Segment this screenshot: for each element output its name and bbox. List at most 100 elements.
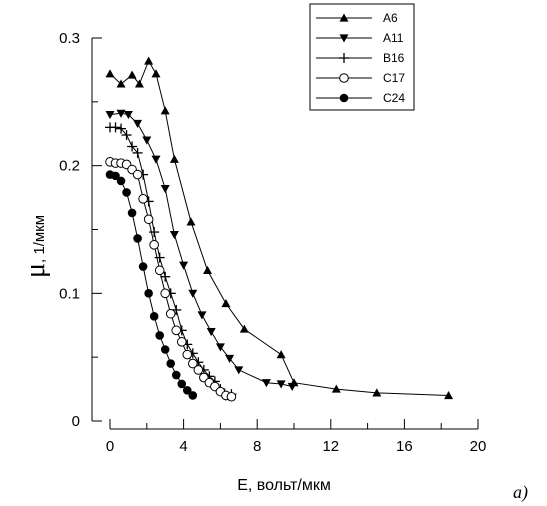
data-point-B16 (132, 147, 143, 158)
y-axis-unit: , 1/мкм (31, 215, 48, 263)
legend-marker-A6 (339, 13, 349, 22)
y-tick-label: 0.2 (59, 158, 80, 175)
ticks: 0 4 8 12 16 20 0 0.1 0.2 0.3 (59, 30, 486, 455)
data-point-A11 (160, 185, 170, 194)
data-point-A11 (287, 382, 297, 392)
data-point-B16 (160, 271, 171, 282)
data-point-A11 (133, 119, 143, 129)
data-point-A6 (127, 70, 137, 79)
data-point-A6 (116, 79, 126, 88)
data-point-B16 (127, 141, 138, 152)
series-C17 (105, 157, 237, 402)
data-point-C24 (138, 262, 148, 271)
data-point-A11 (261, 379, 271, 388)
data-point-C24 (155, 331, 164, 340)
data-point-B16 (154, 252, 165, 263)
data-point-C17 (160, 288, 170, 299)
data-point-C17 (182, 349, 193, 360)
axes (91, 38, 478, 430)
data-point-C24 (160, 345, 170, 354)
data-point-C24 (144, 289, 153, 298)
data-point-C24 (188, 391, 198, 400)
data-point-C24 (182, 386, 192, 395)
data-point-A11 (169, 231, 179, 240)
data-point-C17 (188, 358, 198, 369)
legend-marker-C17 (339, 73, 349, 83)
data-point-A11 (234, 366, 244, 375)
x-tick-label: 12 (322, 438, 339, 455)
legend-item-C17: C17 (316, 71, 405, 85)
series-A11 (105, 109, 297, 392)
y-tick-label: 0 (72, 413, 80, 430)
series-A6 (105, 56, 454, 400)
data-point-C24 (177, 379, 187, 389)
x-axis-title: E, вольт/мкм (237, 477, 331, 494)
data-point-A11 (142, 136, 152, 145)
series-C24 (105, 170, 198, 400)
y-axis-symbol: μ (20, 263, 51, 278)
data-point-C24 (111, 171, 120, 181)
data-point-A6 (169, 154, 179, 163)
legend: A6 A11 B16 C17 C24 (309, 3, 415, 111)
data-point-B16 (110, 122, 121, 133)
data-point-A11 (123, 111, 133, 120)
series-line-A6 (109, 59, 449, 396)
legend-item-A11: A11 (316, 31, 404, 45)
data-point-A11 (116, 109, 126, 118)
data-point-C17 (226, 391, 237, 402)
data-point-A6 (151, 69, 161, 78)
data-point-C17 (143, 214, 154, 225)
data-point-C24 (116, 176, 126, 186)
data-point-A6 (186, 217, 196, 226)
data-point-C24 (149, 312, 159, 321)
data-point-C24 (166, 359, 176, 368)
data-point-A11 (225, 354, 235, 363)
data-point-C17 (132, 169, 143, 180)
data-point-A11 (276, 380, 286, 389)
x-tick-label: 0 (106, 438, 114, 455)
data-point-A11 (197, 311, 207, 320)
data-point-C17 (154, 265, 165, 276)
legend-marker-C24 (339, 93, 349, 103)
data-point-C17 (171, 325, 182, 336)
legend-item-A6: A6 (316, 11, 398, 25)
legend-marker-A11 (339, 34, 349, 43)
x-tick-label: 16 (396, 438, 413, 455)
data-point-C24 (171, 370, 181, 380)
legend-label: A11 (383, 31, 404, 45)
x-tick-label: 20 (470, 438, 487, 455)
data-point-A6 (105, 69, 115, 78)
legend-label: C17 (383, 71, 405, 85)
data-point-B16 (149, 227, 160, 238)
data-point-C17 (176, 337, 187, 347)
legend-item-C24: C24 (316, 91, 405, 105)
legend-label: B16 (383, 51, 405, 65)
data-point-B16 (121, 130, 132, 141)
legend-label: A6 (383, 11, 398, 25)
y-axis-title: μ, 1/мкм (20, 215, 51, 278)
data-point-C17 (138, 194, 148, 204)
x-tick-label: 8 (253, 438, 261, 455)
data-point-C17 (165, 308, 176, 319)
data-point-A11 (105, 111, 115, 120)
data-point-A6 (276, 350, 286, 359)
legend-marker-B16 (339, 53, 349, 63)
series-line-C24 (109, 174, 194, 396)
data-point-A11 (188, 289, 198, 298)
data-point-A11 (151, 155, 161, 164)
data-point-C24 (133, 234, 142, 243)
data-point-C24 (127, 208, 137, 218)
data-point-A6 (221, 299, 231, 308)
data-point-C17 (193, 365, 204, 375)
y-tick-label: 0.1 (59, 285, 80, 302)
data-point-C24 (122, 188, 131, 197)
data-point-B16 (116, 123, 127, 134)
data-point-A6 (444, 390, 454, 400)
data-point-A11 (179, 261, 189, 270)
data-point-A6 (372, 388, 382, 397)
legend-box (309, 3, 415, 111)
data-point-A6 (144, 56, 154, 65)
data-point-A6 (239, 324, 249, 333)
data-point-A6 (134, 79, 144, 88)
data-point-A6 (331, 384, 341, 393)
